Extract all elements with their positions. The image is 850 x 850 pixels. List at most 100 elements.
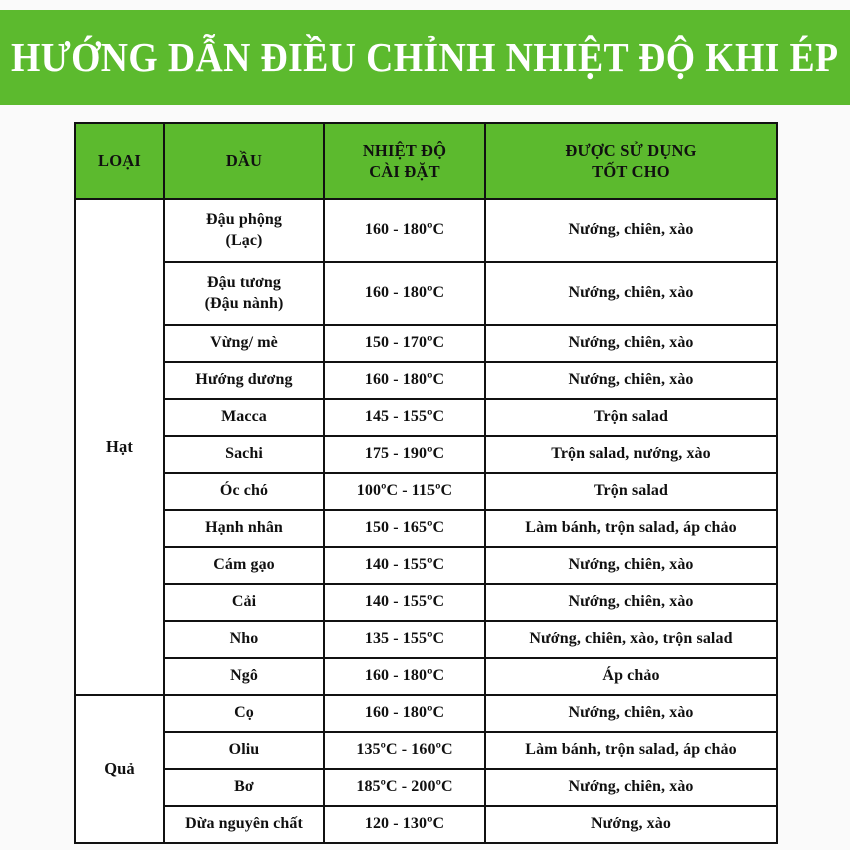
cell-usage: Làm bánh, trộn salad, áp chảo: [484, 731, 778, 770]
column-header-temperature-line1: NHIỆT ĐỘ: [362, 140, 447, 160]
column-header-usage: ĐƯỢC SỬ DỤNG TỐT CHO: [484, 122, 778, 200]
table-row: Óc chó 100ºC - 115ºC Trộn salad: [75, 472, 778, 511]
cell-temperature: 160 - 180ºC: [323, 657, 486, 696]
oil-name-line1: Cám gạo: [213, 556, 275, 574]
table-row: Sachi 175 - 190ºC Trộn salad, nướng, xào: [75, 435, 778, 474]
oil-name-line2: (Lạc): [225, 231, 263, 249]
cell-oil-name: Đậu tương (Đậu nành): [163, 261, 325, 326]
oil-name-line1: Oliu: [228, 741, 260, 759]
cell-usage: Nướng, chiên, xào: [484, 768, 778, 807]
table-row: Hạnh nhân 150 - 165ºC Làm bánh, trộn salad…: [75, 509, 778, 548]
cell-temperature: 150 - 170ºC: [323, 324, 486, 363]
cell-oil-name: Óc chó: [163, 472, 325, 511]
cell-temperature: 120 - 130ºC: [323, 805, 486, 844]
table-header: LOẠI DẦU NHIỆT ĐỘ CÀI ĐẶT ĐƯỢC SỬ DỤNG T…: [74, 122, 778, 200]
table-row: Ngô 160 - 180ºC Áp chảo: [75, 657, 778, 696]
cell-oil-name: Bơ: [163, 768, 325, 807]
oil-name-line1: Bơ: [234, 778, 254, 796]
table-row: Hạt Đậu phộng (Lạc) 160 - 180ºC Nướng, chiên…: [74, 198, 778, 696]
cell-usage: Nướng, chiên, xào: [484, 694, 778, 733]
cell-temperature: 100ºC - 115ºC: [323, 472, 486, 511]
page-title: HƯỚNG DẪN ĐIỀU CHỈNH NHIỆT ĐỘ KHI ÉP: [11, 34, 839, 80]
row-group-label: Hạt: [74, 198, 165, 696]
table-header-row: LOẠI DẦU NHIỆT ĐỘ CÀI ĐẶT ĐƯỢC SỬ DỤNG T…: [74, 122, 778, 200]
oil-name-line1: Đậu phộng: [205, 210, 283, 228]
cell-oil-name: Sachi: [163, 435, 325, 474]
cell-temperature: 185ºC - 200ºC: [323, 768, 486, 807]
cell-oil-name: Hướng dương: [163, 361, 325, 400]
table-row: Hướng dương 160 - 180ºC Nướng, chiên, xào: [75, 361, 778, 400]
oil-name-line1: Hạnh nhân: [205, 519, 283, 537]
table-body: Hạt Đậu phộng (Lạc) 160 - 180ºC Nướng, chiên…: [74, 198, 778, 844]
cell-usage: Nướng, chiên, xào: [484, 546, 778, 585]
cell-usage: Nướng, chiên, xào: [484, 583, 778, 622]
column-header-oil: DẦU: [163, 122, 325, 200]
table-row: Bơ 185ºC - 200ºC Nướng, chiên, xào: [75, 768, 778, 807]
cell-oil-name: Vừng/ mè: [163, 324, 325, 363]
cell-temperature: 135 - 155ºC: [323, 620, 486, 659]
oil-name-line1: Nho: [229, 630, 259, 648]
column-header-usage-line2: TỐT CHO: [592, 162, 670, 181]
table-row: Quả Cọ 160 - 180ºC Nướng, chiên, xào: [74, 694, 778, 844]
cell-usage: Trộn salad: [484, 398, 778, 437]
column-header-temperature-line2: CÀI ĐẶT: [369, 162, 440, 181]
table-row: Nho 135 - 155ºC Nướng, chiên, xào, trộn sa…: [75, 620, 778, 659]
oil-name-line1: Vừng/ mè: [210, 334, 278, 352]
oil-name-line1: Ngô: [230, 667, 258, 685]
table-row: Macca 145 - 155ºC Trộn salad: [75, 398, 778, 437]
title-banner: HƯỚNG DẪN ĐIỀU CHỈNH NHIỆT ĐỘ KHI ÉP: [0, 10, 850, 105]
cell-oil-name: Hạnh nhân: [163, 509, 325, 548]
cell-usage: Nướng, chiên, xào, trộn salad: [484, 620, 778, 659]
cell-temperature: 140 - 155ºC: [323, 583, 486, 622]
cell-oil-name: Nho: [163, 620, 325, 659]
cell-usage: Nướng, chiên, xào: [484, 261, 778, 326]
cell-usage: Nướng, chiên, xào: [484, 324, 778, 363]
oil-name-line2: (Đậu nành): [204, 294, 284, 312]
cell-oil-name: Oliu: [163, 731, 325, 770]
table-row: Cám gạo 140 - 155ºC Nướng, chiên, xào: [75, 546, 778, 585]
cell-temperature: 160 - 180ºC: [323, 261, 486, 326]
oil-name-line1: Cọ: [234, 704, 254, 722]
cell-oil-name: Dừa nguyên chất: [163, 805, 325, 844]
cell-temperature: 160 - 180ºC: [323, 694, 486, 733]
cell-usage: Áp chảo: [484, 657, 778, 696]
cell-temperature: 135ºC - 160ºC: [323, 731, 486, 770]
cell-oil-name: Cám gạo: [163, 546, 325, 585]
oil-name-line1: Đậu tương: [206, 273, 282, 291]
cell-temperature: 140 - 155ºC: [323, 546, 486, 585]
oil-temperature-table: LOẠI DẦU NHIỆT ĐỘ CÀI ĐẶT ĐƯỢC SỬ DỤNG T…: [74, 122, 778, 844]
cell-temperature: 160 - 180ºC: [323, 361, 486, 400]
cell-usage: Nướng, xào: [484, 805, 778, 844]
cell-temperature: 175 - 190ºC: [323, 435, 486, 474]
cell-usage: Nướng, chiên, xào: [484, 198, 778, 263]
column-header-type: LOẠI: [74, 122, 165, 200]
cell-oil-name: Ngô: [163, 657, 325, 696]
oil-name-line1: Cải: [231, 593, 257, 611]
cell-temperature: 145 - 155ºC: [323, 398, 486, 437]
cell-oil-name: Cải: [163, 583, 325, 622]
table-row: Vừng/ mè 150 - 170ºC Nướng, chiên, xào: [75, 324, 778, 363]
cell-oil-name: Cọ: [163, 694, 325, 733]
oil-name-line1: Sachi: [225, 445, 263, 463]
column-header-usage-line1: ĐƯỢC SỬ DỤNG: [565, 140, 697, 160]
oil-name-line1: Óc chó: [219, 482, 269, 500]
table-row: Dừa nguyên chất 120 - 130ºC Nướng, xào: [75, 805, 778, 844]
oil-name-line1: Dừa nguyên chất: [185, 815, 303, 833]
row-group-label: Quả: [74, 694, 165, 844]
table-row: Oliu 135ºC - 160ºC Làm bánh, trộn salad, á…: [75, 731, 778, 770]
oil-name-line1: Macca: [221, 408, 267, 426]
oil-temperature-table-container: LOẠI DẦU NHIỆT ĐỘ CÀI ĐẶT ĐƯỢC SỬ DỤNG T…: [74, 122, 778, 844]
cell-temperature: 150 - 165ºC: [323, 509, 486, 548]
column-header-temperature: NHIỆT ĐỘ CÀI ĐẶT: [323, 122, 486, 200]
oil-name-line1: Hướng dương: [195, 371, 293, 389]
cell-usage: Trộn salad: [484, 472, 778, 511]
cell-oil-name: Macca: [163, 398, 325, 437]
table-row: Đậu tương (Đậu nành) 160 - 180ºC Nướng, chi…: [75, 261, 778, 326]
cell-temperature: 160 - 180ºC: [323, 198, 486, 263]
cell-oil-name: Đậu phộng (Lạc): [163, 198, 325, 263]
table-row: Cải 140 - 155ºC Nướng, chiên, xào: [75, 583, 778, 622]
cell-usage: Trộn salad, nướng, xào: [484, 435, 778, 474]
cell-usage: Làm bánh, trộn salad, áp chảo: [484, 509, 778, 548]
cell-usage: Nướng, chiên, xào: [484, 361, 778, 400]
